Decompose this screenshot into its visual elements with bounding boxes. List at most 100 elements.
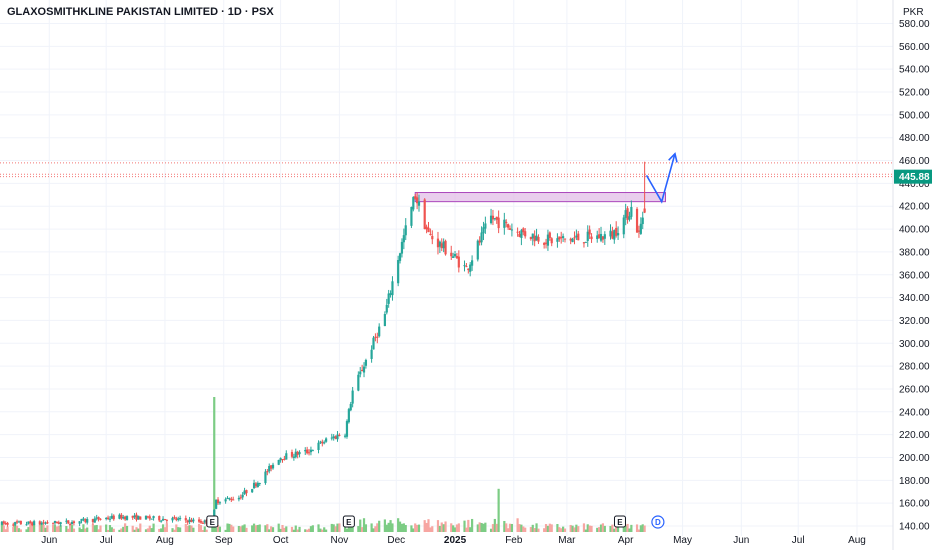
volume-bar: [211, 526, 214, 532]
candle-body: [135, 514, 138, 520]
volume-bar: [383, 519, 386, 532]
candle-body: [245, 490, 248, 494]
candle-body: [82, 518, 85, 520]
volume-bar: [427, 519, 430, 532]
candle: [469, 262, 472, 277]
candle-body: [414, 196, 417, 199]
earnings-event-marker[interactable]: E: [206, 515, 219, 528]
candle: [215, 499, 218, 510]
candle: [57, 520, 60, 525]
earnings-event-marker[interactable]: E: [342, 515, 355, 528]
volume-bar: [508, 523, 512, 532]
volume-bar: [404, 524, 407, 532]
candle: [546, 229, 550, 251]
candle-body: [112, 515, 115, 520]
candle-body: [624, 210, 627, 218]
candle-body: [537, 236, 540, 242]
candle: [188, 516, 191, 525]
earnings-event-marker[interactable]: E: [613, 515, 626, 528]
candle: [309, 446, 313, 456]
candle: [228, 497, 231, 501]
candle: [544, 238, 548, 249]
volume-bar: [362, 518, 366, 532]
volume-bar: [97, 529, 100, 532]
candle-body: [290, 452, 294, 457]
candle: [484, 216, 487, 234]
candle: [427, 221, 430, 233]
volume-bar: [537, 528, 540, 532]
volume-bar: [125, 525, 129, 532]
candle: [584, 241, 587, 243]
candle: [304, 447, 307, 455]
candle-body: [389, 293, 392, 295]
candle-body: [33, 521, 36, 525]
candle: [493, 218, 496, 221]
volume-bar: [306, 529, 309, 532]
volume-bar: [311, 525, 314, 532]
candle-body: [601, 236, 605, 240]
candle-body: [438, 241, 441, 247]
dividend-event-marker[interactable]: D: [651, 515, 665, 529]
volume-bar: [546, 525, 550, 532]
volume-bar: [281, 524, 284, 532]
candle-body: [120, 514, 123, 519]
volume-bar: [179, 527, 182, 532]
price-axis[interactable]: PKR 580.00 560.00 540.00 520.00 500.00 480.00…: [892, 0, 930, 550]
candle-body: [0, 521, 3, 525]
candle-body: [298, 452, 301, 455]
zone-layer[interactable]: [414, 192, 666, 203]
candle: [268, 463, 271, 474]
candle: [108, 516, 112, 523]
volume-bar: [385, 524, 388, 532]
candle: [330, 433, 333, 441]
candle: [112, 514, 115, 521]
candle-body: [67, 520, 70, 524]
candle-body: [370, 349, 373, 359]
candle-body: [165, 519, 168, 521]
candle-body: [306, 449, 309, 454]
volume-bar: [69, 524, 72, 532]
candle-body: [237, 497, 240, 500]
resistance-zone-rectangle[interactable]: [414, 192, 666, 203]
candle: [122, 514, 125, 520]
volume-bar: [391, 523, 394, 532]
volume-bar: [624, 525, 627, 532]
volume-bar: [285, 526, 288, 532]
time-tick-label: Nov: [330, 535, 348, 546]
candle-body: [78, 521, 81, 524]
candle-body: [489, 215, 493, 224]
candle: [161, 516, 165, 521]
candle-body: [497, 217, 500, 229]
volume-bar: [237, 525, 240, 532]
candle: [571, 237, 574, 243]
candle: [543, 241, 546, 249]
volume-bar: [562, 526, 565, 532]
candle: [586, 225, 589, 247]
candle: [582, 242, 586, 248]
volume-bar: [152, 523, 155, 532]
candle: [86, 517, 89, 525]
candle-body: [582, 242, 586, 244]
candle: [391, 276, 394, 301]
candle-body: [573, 237, 576, 239]
volume-bar: [556, 524, 559, 532]
time-axis[interactable]: Jun Jul Aug Sep Oct Nov Dec 2025 Feb Mar Apr May Jun…: [41, 535, 866, 546]
candle: [522, 227, 525, 236]
drawing-layer[interactable]: [645, 152, 678, 204]
price-tick-label: 480.00: [899, 133, 930, 144]
projection-path[interactable]: [645, 153, 676, 204]
volume-bar: [529, 527, 532, 532]
candle-body: [480, 232, 483, 243]
candle-body: [158, 516, 161, 521]
volume-bar: [118, 529, 121, 532]
candle: [292, 453, 295, 461]
volume-bar: [630, 524, 633, 532]
candle: [239, 494, 242, 500]
candle-body: [465, 266, 468, 268]
candle: [135, 512, 138, 522]
candle-body: [99, 518, 102, 520]
chart-title: GLAXOSMITHKLINE PAKISTAN LIMITED · 1D · …: [7, 6, 274, 18]
volume-bar: [108, 525, 112, 532]
